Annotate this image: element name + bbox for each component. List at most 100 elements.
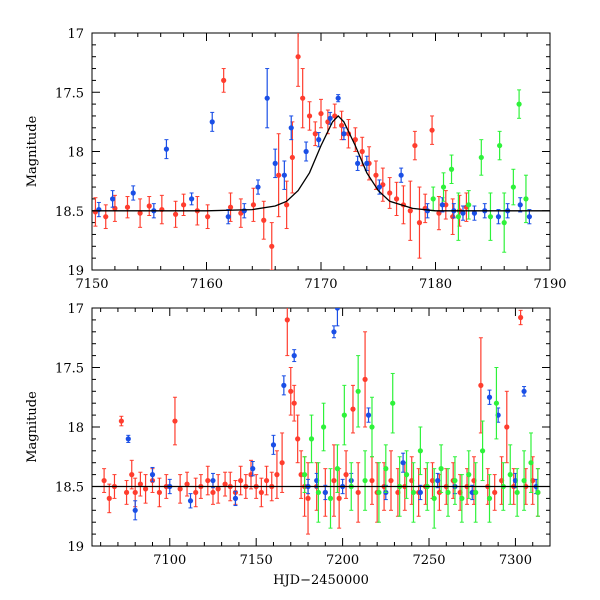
data-point-blue bbox=[400, 452, 406, 473]
marker bbox=[350, 406, 356, 412]
marker bbox=[535, 489, 541, 496]
marker bbox=[486, 394, 493, 400]
data-point-green bbox=[455, 192, 461, 241]
marker bbox=[400, 460, 406, 466]
marker bbox=[355, 489, 361, 496]
marker bbox=[215, 486, 221, 492]
data-point-red bbox=[269, 222, 275, 270]
data-point-green bbox=[448, 154, 455, 184]
data-point-green bbox=[501, 192, 507, 253]
marker bbox=[172, 418, 178, 424]
marker bbox=[452, 477, 458, 484]
data-point-green bbox=[510, 168, 516, 206]
data-point-red bbox=[205, 465, 211, 496]
marker bbox=[276, 172, 282, 178]
data-point-red bbox=[429, 115, 435, 145]
marker bbox=[507, 472, 513, 478]
data-point-blue bbox=[163, 139, 170, 160]
marker bbox=[407, 208, 413, 214]
data-point-green bbox=[308, 414, 315, 464]
marker bbox=[205, 214, 211, 220]
marker bbox=[142, 486, 149, 492]
data-point-green bbox=[507, 444, 513, 505]
data-point-red bbox=[436, 196, 442, 231]
series-green bbox=[430, 89, 529, 253]
data-point-red bbox=[156, 477, 163, 508]
marker bbox=[222, 481, 228, 487]
data-point-blue bbox=[365, 407, 372, 423]
marker bbox=[334, 466, 341, 472]
data-layer bbox=[92, 33, 550, 270]
marker bbox=[521, 477, 527, 484]
marker bbox=[129, 472, 135, 478]
data-point-blue bbox=[316, 132, 322, 148]
marker bbox=[291, 400, 297, 406]
marker bbox=[187, 498, 194, 504]
marker bbox=[393, 196, 400, 202]
data-point-blue bbox=[125, 434, 131, 443]
marker bbox=[390, 400, 396, 406]
data-point-green bbox=[417, 426, 423, 476]
data-point-red bbox=[355, 462, 361, 523]
marker bbox=[295, 54, 301, 60]
data-point-red bbox=[106, 483, 112, 514]
data-point-red bbox=[193, 477, 199, 508]
marker bbox=[526, 214, 532, 220]
data-point-red bbox=[221, 68, 227, 93]
data-point-red bbox=[388, 450, 394, 511]
data-point-red bbox=[288, 367, 294, 416]
data-point-red bbox=[250, 187, 257, 222]
marker bbox=[301, 472, 308, 478]
marker bbox=[479, 448, 486, 454]
data-point-blue bbox=[341, 127, 347, 141]
data-point-blue bbox=[110, 190, 116, 208]
top-panel: 7150 7160 7170 7180 7190 17 17.5 18 18.5 19 Magnit… bbox=[25, 27, 567, 292]
data-point-blue bbox=[281, 375, 287, 396]
data-point-red bbox=[291, 384, 297, 422]
data-point-blue bbox=[132, 500, 138, 521]
marker bbox=[387, 190, 393, 196]
data-point-red bbox=[284, 308, 290, 357]
marker bbox=[284, 317, 290, 323]
marker bbox=[518, 314, 524, 321]
data-point-green bbox=[478, 139, 484, 176]
marker bbox=[339, 122, 345, 129]
marker bbox=[288, 125, 294, 131]
marker bbox=[492, 489, 498, 496]
x-tick-label: 7300 bbox=[499, 553, 532, 568]
data-point-red bbox=[350, 384, 356, 434]
marker bbox=[132, 489, 138, 496]
data-point-green bbox=[320, 402, 327, 452]
marker bbox=[514, 489, 520, 496]
y-tick-label: 19 bbox=[67, 540, 84, 555]
x-tick-label: 7190 bbox=[533, 277, 566, 292]
data-point-blue bbox=[495, 209, 502, 225]
bottom-panel: 7100 7150 7200 7250 7300 17 17.5 18 18.5 19 Magnit… bbox=[25, 302, 551, 588]
marker bbox=[352, 137, 358, 143]
marker bbox=[429, 127, 435, 133]
marker bbox=[272, 160, 278, 166]
data-point-red bbox=[504, 390, 510, 464]
data-point-red bbox=[181, 193, 187, 216]
data-point-blue bbox=[250, 461, 256, 477]
y-tick-label: 17 bbox=[67, 302, 84, 317]
marker bbox=[431, 495, 437, 501]
marker bbox=[364, 160, 370, 166]
y-tick-label: 18.5 bbox=[55, 205, 84, 220]
data-point-blue bbox=[460, 205, 466, 221]
data-point-blue bbox=[435, 472, 441, 489]
marker bbox=[149, 472, 156, 478]
marker bbox=[305, 495, 311, 501]
marker bbox=[438, 466, 444, 472]
data-point-red bbox=[336, 468, 342, 529]
marker bbox=[343, 472, 349, 478]
data-point-red bbox=[258, 477, 264, 508]
marker bbox=[288, 388, 294, 394]
y-tick-label: 17.5 bbox=[55, 86, 84, 101]
data-point-blue bbox=[149, 466, 156, 483]
marker bbox=[250, 202, 257, 208]
marker bbox=[376, 184, 382, 190]
y-tick-label: 18 bbox=[67, 146, 84, 161]
data-point-blue bbox=[130, 185, 136, 201]
